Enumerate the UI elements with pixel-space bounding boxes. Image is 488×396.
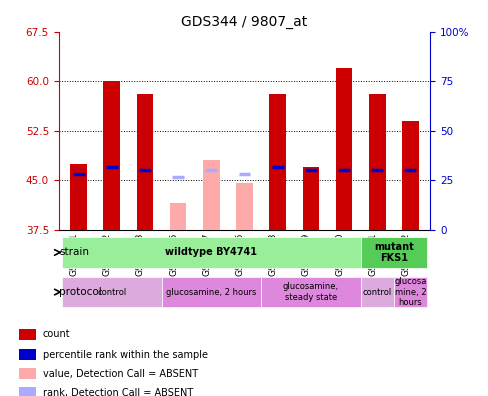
Bar — [269, 94, 285, 230]
Bar — [236, 183, 252, 230]
Bar — [19, 349, 36, 360]
Bar — [302, 167, 319, 230]
FancyBboxPatch shape — [393, 277, 426, 307]
Bar — [401, 121, 418, 230]
Bar — [169, 203, 186, 230]
FancyBboxPatch shape — [360, 277, 393, 307]
Bar — [19, 368, 36, 379]
Text: count: count — [42, 329, 70, 339]
Bar — [203, 160, 219, 230]
FancyBboxPatch shape — [62, 237, 360, 268]
Bar — [70, 164, 87, 230]
Text: glucosamine, 2 hours: glucosamine, 2 hours — [166, 287, 256, 297]
Bar — [335, 68, 352, 230]
Bar — [103, 81, 120, 230]
Text: protocol: protocol — [59, 287, 102, 297]
Text: control: control — [362, 287, 391, 297]
Text: glucosamine,
steady state: glucosamine, steady state — [282, 282, 338, 302]
Bar — [19, 329, 36, 340]
Text: rank, Detection Call = ABSENT: rank, Detection Call = ABSENT — [42, 388, 192, 396]
FancyBboxPatch shape — [360, 237, 426, 268]
FancyBboxPatch shape — [161, 277, 261, 307]
Text: strain: strain — [59, 248, 89, 257]
Bar — [368, 94, 385, 230]
Text: value, Detection Call = ABSENT: value, Detection Call = ABSENT — [42, 369, 197, 379]
FancyBboxPatch shape — [261, 277, 360, 307]
Text: glucosa
mine, 2
hours: glucosa mine, 2 hours — [393, 277, 426, 307]
Bar — [136, 94, 153, 230]
Text: mutant
FKS1: mutant FKS1 — [373, 242, 413, 263]
Text: control: control — [97, 287, 126, 297]
Title: GDS344 / 9807_at: GDS344 / 9807_at — [181, 15, 307, 29]
Text: wildtype BY4741: wildtype BY4741 — [165, 248, 257, 257]
Bar — [19, 387, 36, 396]
FancyBboxPatch shape — [62, 277, 161, 307]
Text: percentile rank within the sample: percentile rank within the sample — [42, 350, 207, 360]
